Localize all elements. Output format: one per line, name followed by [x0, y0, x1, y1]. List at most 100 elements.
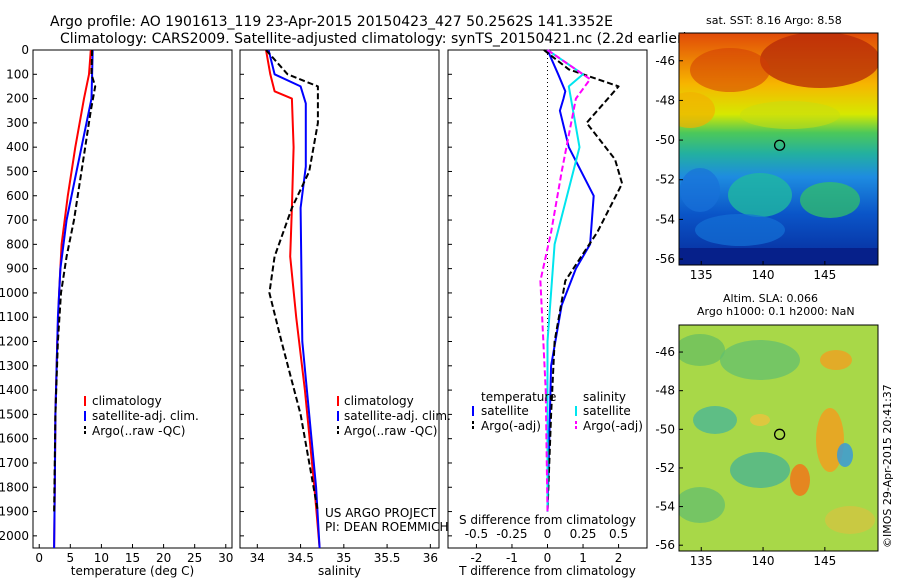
panel-salinity: 34 34.5 35 35.5 36 salinity	[239, 49, 440, 578]
project-note-line-1: US ARGO PROJECT	[325, 506, 437, 520]
legend-label-argo: Argo(..raw -QC)	[92, 424, 185, 438]
sla-map-axes: 135 140 145 -46 -48 -50 -52 -54 -56	[655, 345, 836, 568]
sst-map-frame	[678, 32, 879, 266]
y-tick-label: 600	[6, 189, 29, 203]
series-line-difference-2	[546, 49, 584, 512]
x-tick-label: 10	[94, 551, 109, 565]
series-line-difference-0	[546, 49, 595, 512]
sst-map-x-tick-label: 135	[690, 268, 713, 282]
legend-label-s-argo: Argo(-adj)	[583, 419, 643, 433]
legend-title-salinity: salinity	[583, 390, 626, 404]
x2-tick-label: 0.5	[609, 527, 628, 541]
series-line-difference-1	[543, 49, 624, 512]
sla-map-x-tick-label: 135	[690, 554, 713, 568]
y-tick-label: 1000	[0, 286, 29, 300]
legend-title-temperature: temperature	[481, 390, 556, 404]
y-tick-label: 700	[6, 213, 29, 227]
profile-panels: 0100200300400500600700800900100011001200…	[0, 43, 648, 578]
x-tick-label: 30	[218, 551, 233, 565]
y-tick-label: 1700	[0, 456, 29, 470]
x-tick-label: 1	[579, 551, 587, 565]
y-tick-label: 800	[6, 237, 29, 251]
y-tick-label: 400	[6, 140, 29, 154]
x-tick-label: 35.5	[374, 551, 401, 565]
legend-label-satellite: satellite-adj. clim.	[92, 409, 199, 423]
x-tick-label: 5	[66, 551, 74, 565]
y-tick-label: 1600	[0, 432, 29, 446]
y-tick-label: 900	[6, 262, 29, 276]
x-tick-label: 2	[615, 551, 623, 565]
sst-map-y-tick-label: -54	[655, 212, 675, 226]
y-tick-label: 2000	[0, 529, 29, 543]
y-tick-label: 500	[6, 164, 29, 178]
legend-label-t-argo: Argo(-adj)	[481, 419, 541, 433]
sst-map-y-tick-label: -56	[655, 252, 675, 266]
y-tick-label: 1300	[0, 359, 29, 373]
sst-map-y-tick-label: -48	[655, 93, 675, 107]
x-tick-label: 0	[544, 551, 552, 565]
y-tick-label: 1800	[0, 480, 29, 494]
sla-map-y-tick-label: -52	[655, 461, 675, 475]
x-axis-label-salinity: salinity	[318, 564, 361, 578]
sst-map-axes: 135 140 145 -46 -48 -50 -52 -54 -56	[655, 54, 836, 282]
y-tick-label: 100	[6, 67, 29, 81]
y-tick-label: 200	[6, 92, 29, 106]
x-tick-label: 25	[187, 551, 202, 565]
x-tick-label: -1	[506, 551, 518, 565]
legend-label-argo: Argo(..raw -QC)	[344, 424, 437, 438]
x-tick-label: 36	[423, 551, 438, 565]
sst-map-y-tick-label: -52	[655, 173, 675, 187]
panel-difference: -2 -1 0 1 2T difference from climatology S di…	[447, 49, 648, 578]
sla-argo-location-marker	[773, 428, 786, 440]
legend-label-climatology: climatology	[92, 394, 162, 408]
header-line-2: Climatology: CARS2009. Satellite-adjuste…	[60, 31, 688, 47]
sst-map-x-tick-label: 145	[813, 268, 836, 282]
sst-map: sat. SST: 8.16 Argo: 8.58 135 140 145 -46 -4…	[655, 14, 879, 282]
x2-axis-label: S difference from climatology	[459, 513, 636, 527]
x-tick-label: 15	[125, 551, 140, 565]
sla-map-y-tick-label: -46	[655, 345, 675, 359]
y-tick-label: 1900	[0, 505, 29, 519]
x-tick-label: 34	[250, 551, 265, 565]
plot-frame-salinity	[239, 49, 440, 549]
legend-label-s-satellite: satellite	[583, 404, 631, 418]
legend-temperature: climatology satellite-adj. clim. Argo(..…	[84, 394, 199, 438]
sst-map-y-tick-label: -50	[655, 133, 675, 147]
x-axis-label-difference: T difference from climatology	[458, 564, 636, 578]
sst-map-x-tick-label: 140	[752, 268, 775, 282]
panel-temperature: 0100200300400500600700800900100011001200…	[0, 43, 233, 578]
x-axis-label-temperature: temperature (deg C)	[71, 564, 194, 578]
header-line-1: Argo profile: AO 1901613_119 23-Apr-2015…	[50, 14, 613, 30]
legend-label-t-satellite: satellite	[481, 404, 529, 418]
x2-tick-label: -0.25	[496, 527, 527, 541]
sst-map-y-tick-label: -46	[655, 54, 675, 68]
y-tick-label: 300	[6, 116, 29, 130]
y-tick-label: 0	[21, 43, 29, 57]
y-tick-label: 1200	[0, 335, 29, 349]
sla-map-x-tick-label: 145	[813, 554, 836, 568]
y-tick-label: 1100	[0, 310, 29, 324]
series-line-temperature-2	[53, 49, 97, 512]
sla-map-y-tick-label: -48	[655, 384, 675, 398]
x-tick-label: 35	[336, 551, 351, 565]
sst-map-title: sat. SST: 8.16 Argo: 8.58	[706, 14, 842, 27]
sla-map: Altim. SLA: 0.066 Argo h1000: 0.1 h2000:…	[655, 292, 879, 568]
sla-map-frame	[678, 324, 879, 552]
x2-tick-label: 0	[544, 527, 552, 541]
y-tick-label: 1400	[0, 383, 29, 397]
sla-map-y-tick-label: -56	[655, 538, 675, 552]
project-note-line-2: PI: DEAN ROEMMICH	[325, 520, 448, 534]
sst-argo-location-marker	[773, 139, 786, 151]
series-line-salinity-1	[267, 49, 321, 549]
y-tick-label: 1500	[0, 407, 29, 421]
series-line-salinity-2	[265, 49, 319, 512]
legend-label-climatology: climatology	[344, 394, 414, 408]
x-tick-label: 34.5	[287, 551, 314, 565]
imos-watermark: ©IMOS 29-Apr-2015 20:41:37	[881, 384, 894, 548]
x-tick-label: 0	[35, 551, 43, 565]
sla-map-x-tick-label: 140	[752, 554, 775, 568]
x-tick-label: 20	[156, 551, 171, 565]
series-line-difference-3	[539, 49, 592, 512]
legend-label-satellite: satellite-adj. clim.	[344, 409, 451, 423]
